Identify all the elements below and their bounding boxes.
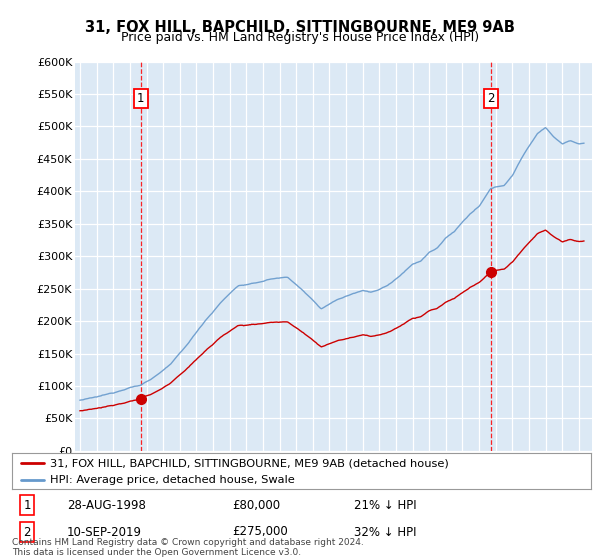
Text: 2: 2: [23, 525, 31, 539]
Text: 1: 1: [137, 92, 145, 105]
Text: 28-AUG-1998: 28-AUG-1998: [67, 498, 146, 512]
Text: 10-SEP-2019: 10-SEP-2019: [67, 525, 142, 539]
Text: Price paid vs. HM Land Registry's House Price Index (HPI): Price paid vs. HM Land Registry's House …: [121, 31, 479, 44]
Text: £80,000: £80,000: [232, 498, 280, 512]
Text: 31, FOX HILL, BAPCHILD, SITTINGBOURNE, ME9 9AB: 31, FOX HILL, BAPCHILD, SITTINGBOURNE, M…: [85, 20, 515, 35]
Text: 31, FOX HILL, BAPCHILD, SITTINGBOURNE, ME9 9AB (detached house): 31, FOX HILL, BAPCHILD, SITTINGBOURNE, M…: [50, 458, 448, 468]
Text: Contains HM Land Registry data © Crown copyright and database right 2024.
This d: Contains HM Land Registry data © Crown c…: [12, 538, 364, 557]
Text: 1: 1: [23, 498, 31, 512]
Text: 32% ↓ HPI: 32% ↓ HPI: [353, 525, 416, 539]
Text: HPI: Average price, detached house, Swale: HPI: Average price, detached house, Swal…: [50, 475, 295, 486]
Text: £275,000: £275,000: [232, 525, 288, 539]
Text: 2: 2: [487, 92, 494, 105]
Text: 21% ↓ HPI: 21% ↓ HPI: [353, 498, 416, 512]
